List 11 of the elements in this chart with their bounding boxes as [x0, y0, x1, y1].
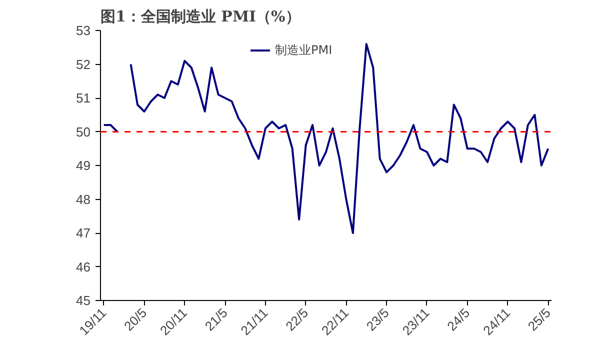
- chart-title: 图1：全国制造业 PMI（%）: [100, 8, 300, 26]
- y-tick-label: 52: [76, 56, 91, 72]
- y-tick-label: 51: [76, 90, 91, 106]
- y-tick-label: 49: [76, 158, 91, 173]
- legend-label: 制造业PMI: [275, 42, 332, 58]
- y-tick-label: 53: [76, 23, 91, 38]
- y-tick-label: 46: [76, 259, 91, 274]
- y-tick-label: 50: [76, 124, 91, 140]
- y-tick-label: 45: [76, 293, 91, 308]
- y-tick-label: 48: [76, 192, 91, 207]
- y-tick-label: 47: [76, 226, 91, 240]
